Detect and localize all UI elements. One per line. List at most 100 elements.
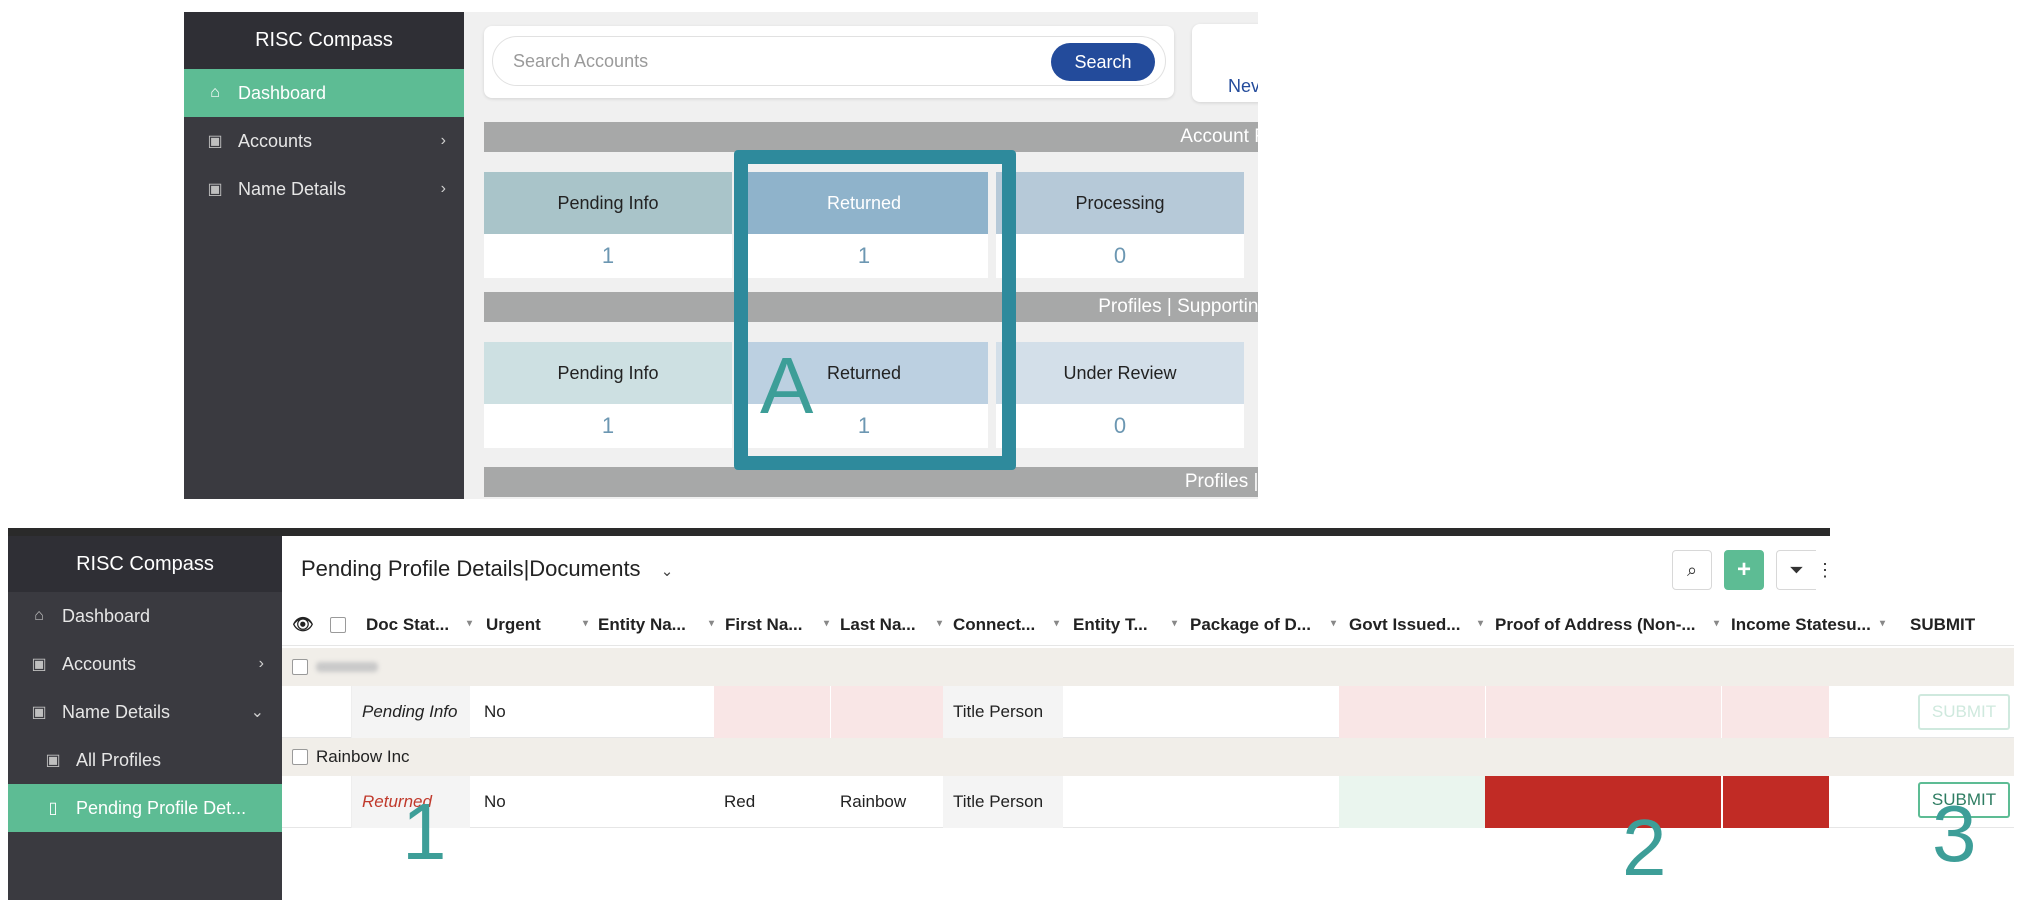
- column-label: Entity Na...: [598, 615, 686, 634]
- sidebar-item-name-details[interactable]: ▣ Name Details ›: [184, 165, 464, 213]
- eye-icon[interactable]: 👁: [292, 615, 314, 634]
- chevron-down-icon[interactable]: ⌄: [660, 563, 674, 580]
- column-label: Connect...: [953, 615, 1036, 634]
- sidebar-item-all-profiles[interactable]: ▣ All Profiles: [8, 736, 282, 784]
- chevron-right-icon: ›: [440, 132, 446, 149]
- profiles-icon: ▣: [45, 752, 61, 769]
- blurred-group-name: [316, 662, 378, 672]
- column-header-govt-issued[interactable]: Govt Issued... ▾: [1349, 604, 1489, 646]
- more-options-icon[interactable]: ⋮: [1816, 560, 1834, 580]
- chevron-right-icon: ›: [440, 180, 446, 197]
- column-label: First Na...: [725, 615, 803, 634]
- sidebar-item-accounts[interactable]: ▣ Accounts ›: [8, 640, 282, 688]
- row-select-cell[interactable]: [312, 776, 352, 828]
- column-header-package[interactable]: Package of D... ▾: [1190, 604, 1342, 646]
- column-header-last-name[interactable]: Last Na... ▾: [840, 604, 948, 646]
- sidebar-item-label: All Profiles: [76, 749, 162, 770]
- group-row-rainbow-inc[interactable]: Rainbow Inc: [282, 738, 2014, 776]
- first-name-cell: [714, 686, 830, 738]
- stat-card-under-review[interactable]: Under Review 0: [996, 342, 1244, 448]
- column-header-urgent[interactable]: Urgent ▾: [486, 604, 594, 646]
- account-review-banner: Account Rev: [484, 122, 1258, 152]
- banner-text: Profiles | Du: [1184, 471, 1258, 492]
- callout-box-a: [734, 150, 1016, 470]
- column-header-income-statement[interactable]: Income Statesu... ▾: [1731, 604, 1891, 646]
- filter-button[interactable]: ⏷: [1776, 550, 1816, 590]
- column-header-submit: SUBMIT: [1910, 604, 2000, 646]
- new-link[interactable]: Nev: [1228, 76, 1258, 96]
- table-row[interactable]: Pending Info No Title Person SUBMIT: [282, 686, 2014, 738]
- column-header-entity-type[interactable]: Entity T... ▾: [1073, 604, 1183, 646]
- stat-card-pending-info[interactable]: Pending Info 1: [484, 172, 732, 278]
- top-border: [8, 528, 1830, 536]
- header-select-all[interactable]: [330, 604, 352, 646]
- group-checkbox[interactable]: [292, 749, 308, 765]
- search-placeholder: Search Accounts: [513, 51, 649, 71]
- proof-of-address-cell: [1485, 776, 1721, 828]
- search-input[interactable]: Search Accounts Search: [492, 36, 1166, 86]
- stat-card-returned-2[interactable]: Returned 1: [740, 342, 988, 448]
- accounts-icon: ▣: [207, 133, 223, 150]
- govt-issued-cell: [1339, 776, 1485, 828]
- column-header-doc-status[interactable]: Doc Stat... ▾: [366, 604, 478, 646]
- new-card[interactable]: Nev: [1192, 24, 1258, 102]
- chevron-right-icon: ›: [258, 655, 264, 672]
- sidebar-item-name-details[interactable]: ▣ Name Details ⌄: [8, 688, 282, 736]
- callout-label-1: 1: [402, 787, 447, 876]
- sidebar-item-pending-profile[interactable]: ▯ Pending Profile Det...: [8, 784, 282, 832]
- first-name-cell: Red: [724, 792, 756, 811]
- sort-caret-icon: ▾: [1879, 618, 1885, 629]
- stat-card-label: Returned: [740, 172, 988, 234]
- sidebar: RISC Compass ⌂ Dashboard ▣ Accounts › ▣ …: [184, 12, 464, 499]
- pending-icon: ▯: [48, 800, 58, 817]
- column-header-entity-name[interactable]: Entity Na... ▾: [598, 604, 720, 646]
- sidebar-item-label: Name Details: [62, 701, 171, 722]
- submit-button-disabled[interactable]: SUBMIT: [1918, 694, 2010, 730]
- column-header-proof-of-address[interactable]: Proof of Address (Non-... ▾: [1495, 604, 1725, 646]
- callout-label-a: A: [760, 341, 814, 430]
- urgent-cell: No: [484, 702, 506, 721]
- column-label: Package of D...: [1190, 615, 1311, 634]
- pending-profile-screenshot: RISC Compass ⌂ Dashboard ▣ Accounts › ▣ …: [8, 528, 2014, 900]
- dashboard-main: Search Accounts Search Nev Account Rev P…: [464, 12, 1258, 499]
- stat-card-value: 0: [996, 234, 1244, 278]
- search-icon-button[interactable]: ⌕: [1672, 550, 1712, 590]
- sort-caret-icon: ▾: [936, 618, 942, 629]
- sidebar: RISC Compass ⌂ Dashboard ▣ Accounts › ▣ …: [8, 536, 282, 900]
- sidebar-item-accounts[interactable]: ▣ Accounts ›: [184, 117, 464, 165]
- row-spacer: [282, 776, 312, 828]
- dashboard-icon: ⌂: [210, 84, 220, 101]
- group-row[interactable]: [282, 648, 2014, 686]
- connection-cell: Title Person: [943, 776, 1063, 828]
- grid-main: Pending Profile Details|Documents ⌄ ⌕ + …: [282, 536, 2014, 900]
- sidebar-item-dashboard[interactable]: ⌂ Dashboard: [184, 69, 464, 117]
- sort-caret-icon: ▾: [582, 618, 588, 629]
- group-checkbox[interactable]: [292, 659, 308, 675]
- stat-card-label: Pending Info: [484, 172, 732, 234]
- sidebar-item-dashboard[interactable]: ⌂ Dashboard: [8, 592, 282, 640]
- sort-caret-icon: ▾: [1171, 618, 1177, 629]
- last-name-cell: [830, 686, 943, 738]
- column-header-first-name[interactable]: First Na... ▾: [725, 604, 835, 646]
- stat-card-processing[interactable]: Processing 0: [996, 172, 1244, 278]
- stat-card-returned[interactable]: Returned 1: [740, 172, 988, 278]
- row-select-cell[interactable]: [312, 686, 352, 738]
- page-title-text: Pending Profile Details|Documents: [301, 556, 641, 581]
- stat-card-pending-info-2[interactable]: Pending Info 1: [484, 342, 732, 448]
- stat-card-value: 1: [484, 234, 732, 278]
- column-label: Urgent: [486, 615, 541, 634]
- column-header-connection[interactable]: Connect... ▾: [953, 604, 1065, 646]
- table-row[interactable]: Returned No Red Rainbow Title Person SUB…: [282, 776, 2014, 828]
- add-button[interactable]: +: [1724, 550, 1764, 590]
- entity-type-cell: [1063, 776, 1181, 828]
- name-details-icon: ▣: [31, 704, 47, 721]
- search-button[interactable]: Search: [1051, 43, 1155, 81]
- doc-status-cell: Pending Info: [352, 686, 470, 738]
- submit-button[interactable]: SUBMIT: [1918, 782, 2010, 818]
- profiles-banner-3: Profiles | Du: [484, 467, 1258, 497]
- page-title[interactable]: Pending Profile Details|Documents ⌄: [301, 556, 673, 582]
- sidebar-item-label: Name Details: [238, 178, 347, 199]
- sidebar-item-label: Dashboard: [238, 82, 327, 103]
- stat-card-value: 1: [484, 404, 732, 448]
- sort-caret-icon: ▾: [1330, 618, 1336, 629]
